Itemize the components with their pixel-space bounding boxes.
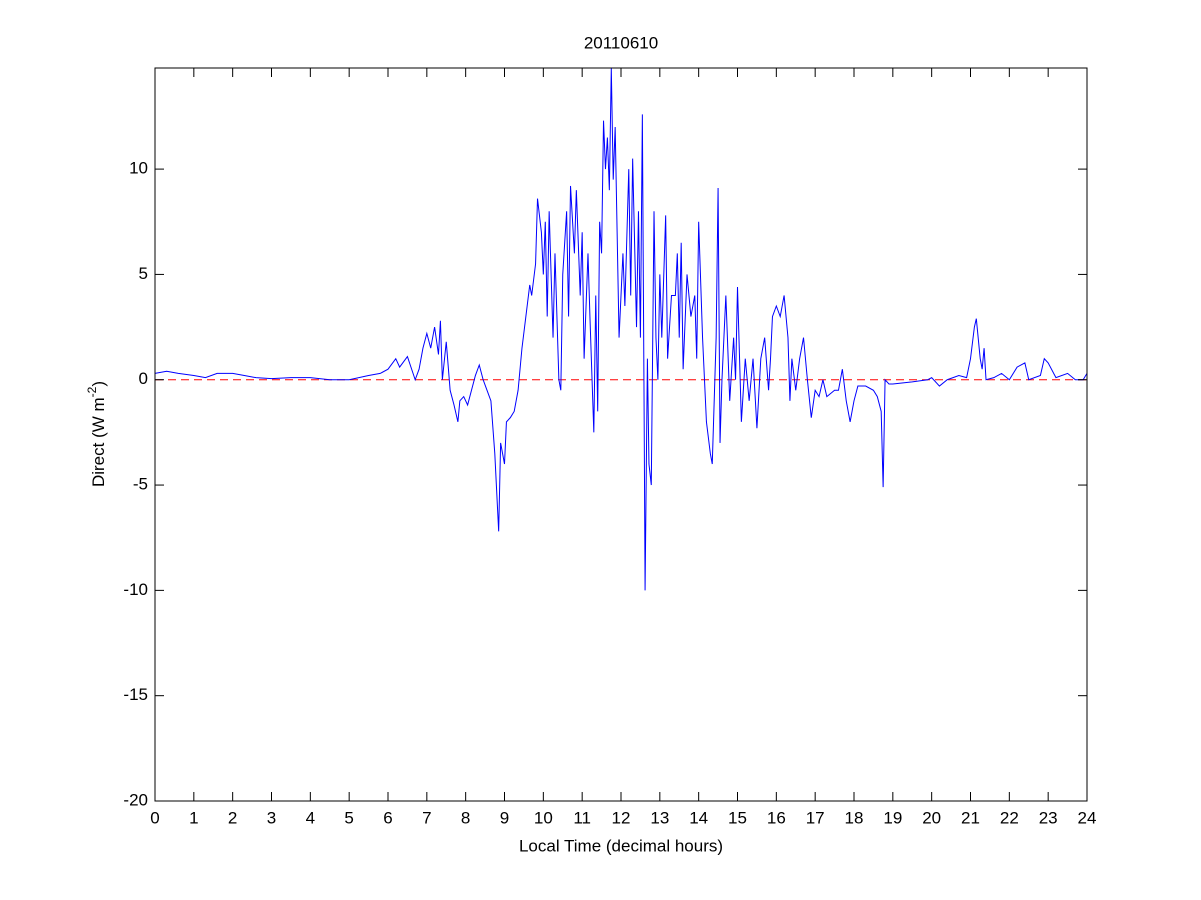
x-tick-label: 24: [1078, 808, 1097, 827]
x-tick-label: 10: [534, 808, 553, 827]
x-tick-label: 8: [461, 808, 470, 827]
x-tick-label: 21: [961, 808, 980, 827]
x-tick-label: 7: [422, 808, 431, 827]
x-tick-label: 19: [883, 808, 902, 827]
x-tick-label: 14: [689, 808, 708, 827]
x-tick-label: 0: [150, 808, 159, 827]
x-tick-label: 4: [306, 808, 315, 827]
y-tick-label: -10: [123, 580, 148, 599]
x-tick-label: 3: [267, 808, 276, 827]
y-axis-label: Direct (W m-2): [85, 381, 108, 487]
x-tick-label: 17: [806, 808, 825, 827]
y-label-text: Direct (W m: [89, 397, 108, 487]
x-tick-label: 11: [573, 808, 591, 827]
chart-title: 20110610: [584, 33, 658, 52]
x-tick-label: 18: [845, 808, 864, 827]
y-label-suffix: ): [89, 381, 108, 387]
data-line: [154, 67, 1088, 591]
x-tick-label: 23: [1039, 808, 1058, 827]
x-tick-label: 6: [383, 808, 392, 827]
y-label-sup: -2: [85, 386, 99, 397]
x-tick-label: 5: [344, 808, 353, 827]
y-tick-label: 5: [139, 264, 148, 283]
x-tick-label: 1: [189, 808, 198, 827]
x-tick-label: 13: [650, 808, 669, 827]
y-tick-label: -15: [123, 685, 148, 704]
x-tick-label: 15: [728, 808, 747, 827]
y-tick-label: 10: [129, 159, 148, 178]
y-tick-label: -5: [133, 475, 148, 494]
x-axis-label: Local Time (decimal hours): [519, 836, 723, 855]
y-tick-label: -20: [123, 790, 148, 809]
y-tick-label: 0: [139, 369, 148, 388]
x-tick-label: 16: [767, 808, 786, 827]
x-tick-label: 20: [922, 808, 941, 827]
x-tick-label: 9: [500, 808, 509, 827]
x-tick-label: 12: [612, 808, 631, 827]
x-tick-label: 2: [228, 808, 237, 827]
x-tick-label: 22: [1000, 808, 1019, 827]
